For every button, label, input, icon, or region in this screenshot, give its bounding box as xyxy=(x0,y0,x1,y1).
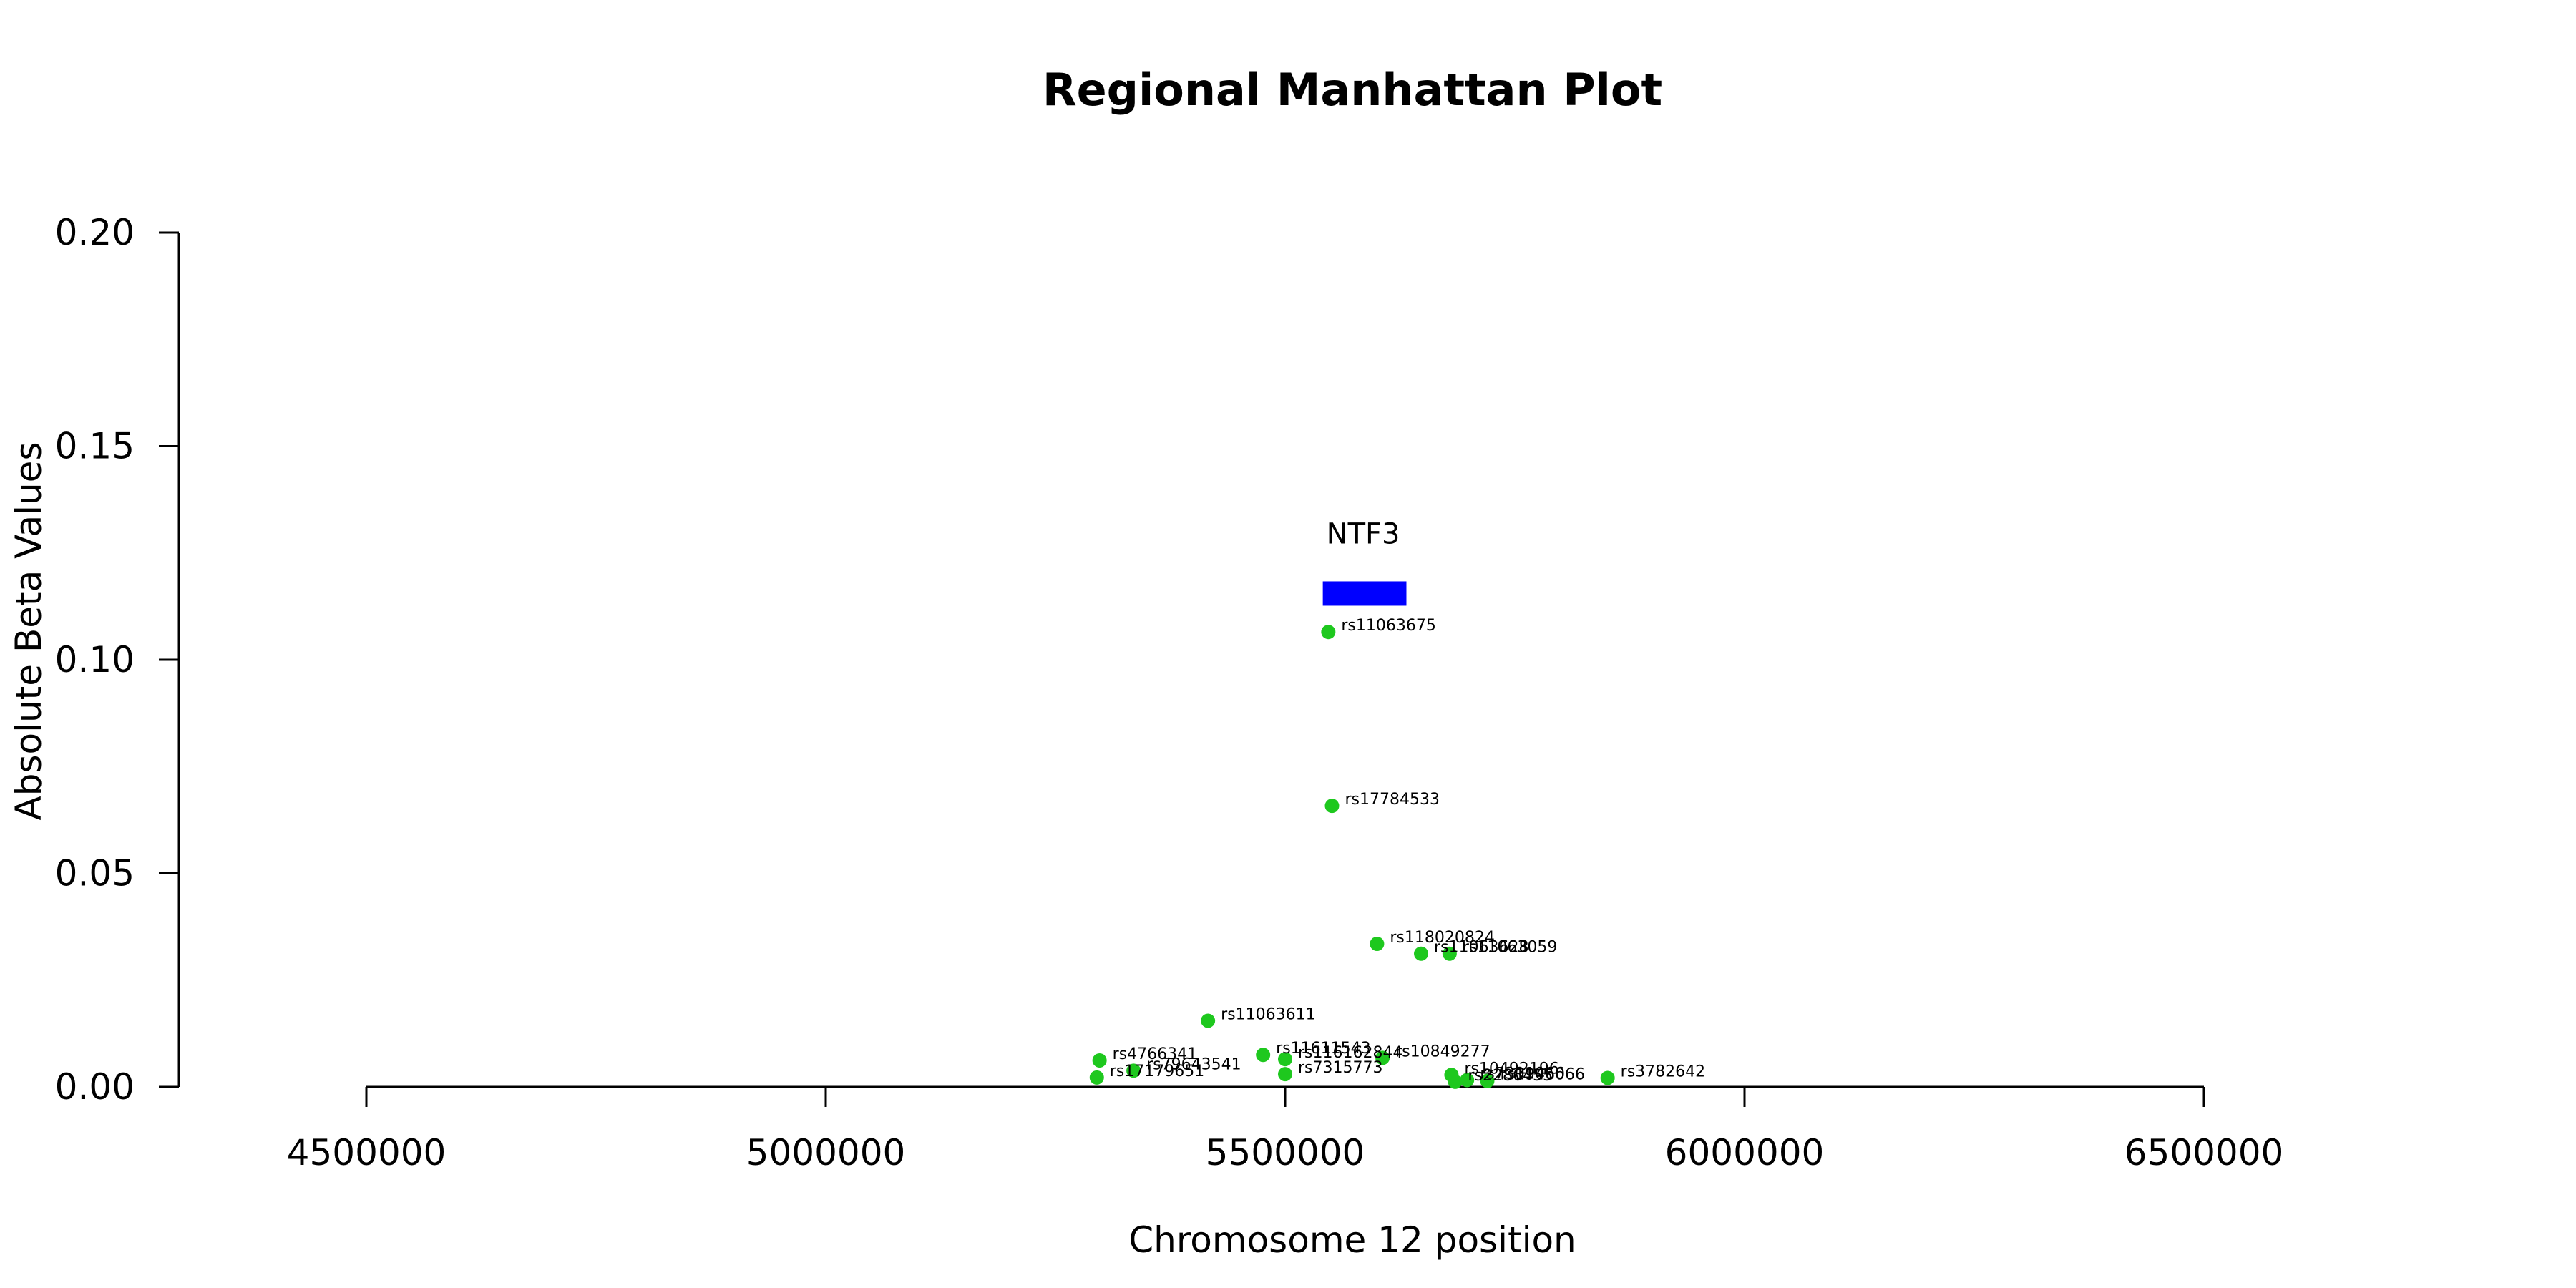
snp-label: rs10492196 xyxy=(1464,1060,1558,1078)
gene-ntf3-bar xyxy=(1322,581,1407,606)
snp-label: rs7315773 xyxy=(1298,1059,1383,1077)
snp-label: rs11063628 xyxy=(1434,939,1528,957)
snp-label: rs4766341 xyxy=(1113,1045,1198,1063)
snp-label: rs116162844 xyxy=(1298,1044,1402,1062)
snp-label: rs1946066 xyxy=(1500,1066,1585,1084)
snp-point xyxy=(1201,1013,1216,1028)
snp-label: rs2286455 xyxy=(1468,1067,1553,1085)
snp-label: rs79643541 xyxy=(1146,1055,1241,1073)
gene-name-label: NTF3 xyxy=(1327,517,1400,550)
y-tick-label: 0.15 xyxy=(55,426,135,467)
snp-label: rs17784533 xyxy=(1345,791,1439,809)
x-tick-label: 5000000 xyxy=(746,1132,906,1174)
snp-point xyxy=(1324,799,1340,814)
snp-point xyxy=(1442,946,1457,961)
snp-point xyxy=(1370,937,1385,952)
snp-label: rs11611543 xyxy=(1276,1040,1370,1058)
snp-point xyxy=(1375,1050,1390,1065)
snp-label: rs17179651 xyxy=(1110,1063,1204,1080)
snp-point xyxy=(1600,1070,1615,1085)
x-tick-label: 6000000 xyxy=(1665,1132,1825,1174)
x-tick-label: 5500000 xyxy=(1206,1132,1365,1174)
snp-point xyxy=(1278,1052,1292,1067)
snp-label: rs3782642 xyxy=(1621,1063,1706,1080)
snp-point xyxy=(1126,1063,1141,1078)
y-axis-title: Absolute Beta Values xyxy=(8,442,49,821)
snp-point xyxy=(1321,625,1336,640)
snp-point xyxy=(1414,946,1429,961)
snp-point xyxy=(1480,1073,1495,1088)
gene-annotation: NTF3 xyxy=(1322,517,1407,606)
data-points xyxy=(1089,625,1615,1089)
y-tick-label: 0.05 xyxy=(55,853,135,894)
snp-label: rs10849277 xyxy=(1395,1043,1490,1060)
y-axis-ticks: 0.00 0.05 0.10 0.15 0.20 xyxy=(55,212,179,1108)
snp-label: rs11063611 xyxy=(1221,1005,1315,1023)
snp-label: rs118020824 xyxy=(1390,929,1494,947)
y-tick-label: 0.10 xyxy=(55,639,135,680)
chart-title: Regional Manhattan Plot xyxy=(1043,64,1662,116)
x-tick-label: 6500000 xyxy=(2124,1132,2284,1174)
x-tick-label: 4500000 xyxy=(287,1132,447,1174)
snp-label: rs7301066 xyxy=(1480,1065,1565,1083)
snp-point xyxy=(1460,1073,1475,1088)
point-labels: rs11063675 rs17784533 rs118020824rs1106362… xyxy=(1110,617,1705,1085)
snp-point xyxy=(1089,1070,1104,1085)
snp-label: rs11063059 xyxy=(1463,939,1557,957)
snp-point xyxy=(1448,1074,1463,1089)
snp-label: rs11063675 xyxy=(1341,617,1435,635)
snp-point xyxy=(1256,1048,1271,1063)
y-tick-label: 0.20 xyxy=(55,212,135,253)
snp-point xyxy=(1092,1053,1107,1068)
x-axis-ticks: 4500000 5000000 5500000 6000000 6500000 xyxy=(287,1087,2284,1174)
snp-point xyxy=(1278,1067,1292,1082)
x-axis-title: Chromosome 12 position xyxy=(1128,1219,1576,1261)
y-tick-label: 0.00 xyxy=(55,1066,135,1108)
